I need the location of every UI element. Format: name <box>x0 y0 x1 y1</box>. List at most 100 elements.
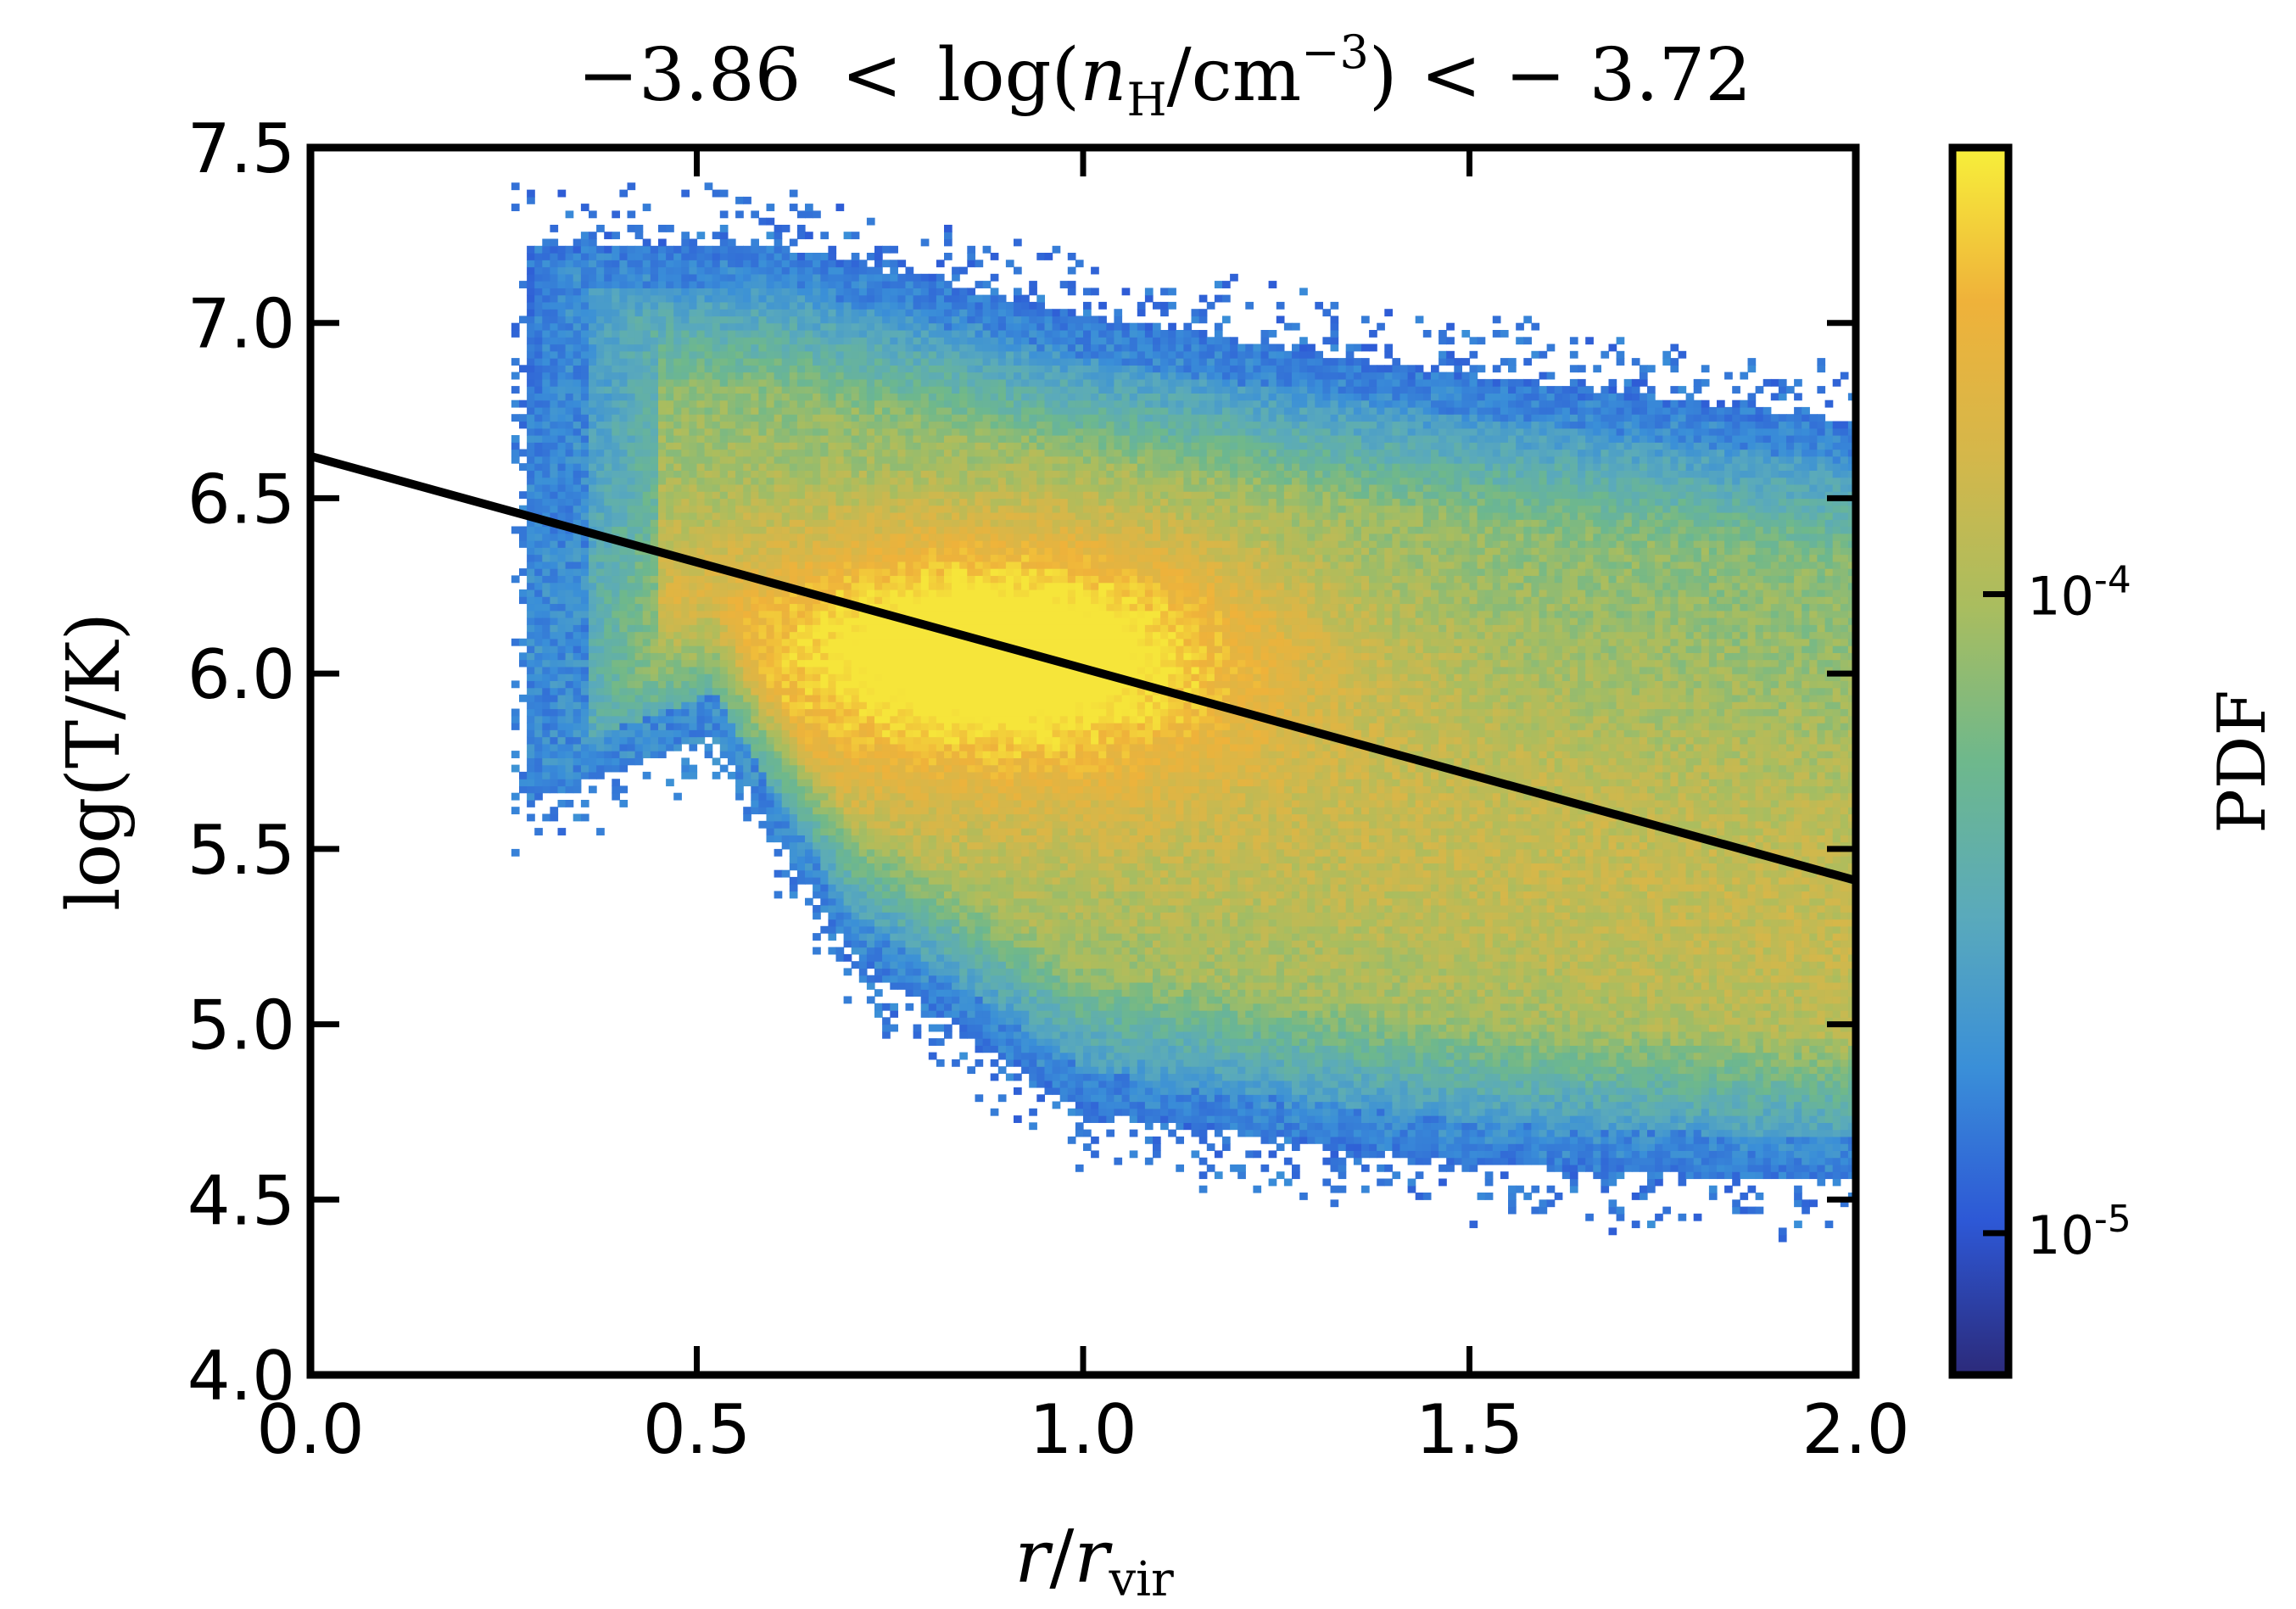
heatmap-cell <box>580 427 589 436</box>
heatmap-cell <box>596 631 605 640</box>
heatmap-cell <box>758 715 768 723</box>
heatmap-cell <box>897 470 907 478</box>
heatmap-cell <box>681 624 690 633</box>
heatmap-cell <box>843 659 852 668</box>
heatmap-cell <box>681 421 690 429</box>
heatmap-cell <box>573 701 582 710</box>
heatmap-cell <box>766 694 775 702</box>
heatmap-cell <box>580 631 589 640</box>
heatmap-cell <box>944 568 952 576</box>
heatmap-cell <box>719 301 729 310</box>
heatmap-cell <box>542 673 551 681</box>
heatmap-cell <box>712 708 721 717</box>
heatmap-cell <box>835 876 845 885</box>
heatmap-cell <box>890 673 899 681</box>
heatmap-cell <box>905 512 914 520</box>
heatmap-cell <box>766 309 775 317</box>
heatmap-cell <box>650 399 659 408</box>
heatmap-cell <box>890 933 899 941</box>
heatmap-cell <box>658 455 667 464</box>
heatmap-cell <box>905 378 914 387</box>
heatmap-cell <box>612 729 621 738</box>
heatmap-cell <box>557 764 567 773</box>
heatmap-cell <box>673 316 682 324</box>
heatmap-cell <box>774 533 783 541</box>
heatmap-cell <box>751 483 760 492</box>
heatmap-cell <box>758 687 768 696</box>
heatmap-cell <box>874 919 883 927</box>
heatmap-cell <box>627 694 636 702</box>
heatmap-cell <box>805 435 813 443</box>
heatmap-cell <box>913 512 922 520</box>
heatmap-cell <box>573 729 582 738</box>
heatmap-cell <box>936 863 945 871</box>
heatmap-cell <box>735 751 744 758</box>
heatmap-cell <box>565 281 574 288</box>
heatmap-cell <box>658 519 667 528</box>
heatmap-cell <box>666 322 674 331</box>
heatmap-cell <box>758 610 768 618</box>
heatmap-cell <box>905 519 914 528</box>
heatmap-cell <box>735 477 744 485</box>
heatmap-cell <box>944 919 952 927</box>
heatmap-cell <box>743 449 751 457</box>
heatmap-cell <box>835 701 845 710</box>
heatmap-cell <box>534 399 543 408</box>
heatmap-cell <box>580 554 589 562</box>
heatmap-cell <box>936 540 945 548</box>
heatmap-cell <box>913 694 922 702</box>
heatmap-cell <box>813 617 821 625</box>
heatmap-cell <box>596 288 605 296</box>
heatmap-cell <box>642 378 651 387</box>
heatmap-cell <box>905 463 914 471</box>
heatmap-cell <box>858 869 868 878</box>
heatmap-cell <box>882 876 891 885</box>
heatmap-cell <box>550 743 559 751</box>
heatmap-cell <box>743 547 751 556</box>
heatmap-cell <box>858 912 868 920</box>
heatmap-cell <box>673 393 682 401</box>
heatmap-cell <box>920 372 930 380</box>
heatmap-cell <box>866 828 875 835</box>
heatmap-cell <box>905 421 914 429</box>
heatmap-cell <box>580 316 589 324</box>
heatmap-cell <box>897 800 907 807</box>
heatmap-cell <box>650 568 659 576</box>
heatmap-cell <box>743 344 751 352</box>
heatmap-cell <box>527 344 535 352</box>
heatmap-cell <box>843 785 852 794</box>
heatmap-cell <box>766 547 775 556</box>
heatmap-cell <box>796 835 806 843</box>
heatmap-cell <box>650 723 659 730</box>
heatmap-cell <box>928 378 937 387</box>
heatmap-cell <box>882 638 891 646</box>
heatmap-cell <box>858 309 868 317</box>
heatmap-cell <box>920 638 930 646</box>
heatmap-cell <box>766 526 775 534</box>
heatmap-cell <box>789 807 798 815</box>
heatmap-cell <box>650 350 659 359</box>
heatmap-cell <box>928 1052 937 1060</box>
heatmap-cell <box>858 301 868 310</box>
heatmap-cell <box>565 498 574 506</box>
heatmap-cell <box>805 757 813 766</box>
heatmap-cell <box>952 554 960 562</box>
heatmap-cell <box>928 406 937 415</box>
heatmap-cell <box>805 828 813 835</box>
heatmap-cell <box>642 238 651 247</box>
heatmap-cell <box>828 764 837 773</box>
heatmap-cell <box>789 631 798 640</box>
heatmap-cell <box>858 884 868 892</box>
heatmap-cell <box>573 337 582 345</box>
heatmap-cell <box>882 764 891 773</box>
heatmap-cell <box>719 225 729 232</box>
heatmap-cell <box>828 253 837 260</box>
heatmap-cell <box>658 344 667 352</box>
heatmap-cell <box>796 715 806 723</box>
heatmap-cell <box>835 491 845 500</box>
heatmap-cell <box>781 322 790 331</box>
heatmap-cell <box>712 631 721 640</box>
heatmap-cell <box>920 925 930 934</box>
heatmap-cell <box>573 498 582 506</box>
heatmap-cell <box>774 596 783 605</box>
